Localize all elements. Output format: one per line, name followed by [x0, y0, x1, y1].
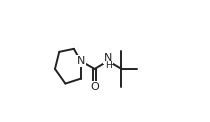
Text: N: N	[76, 56, 85, 66]
Text: H: H	[105, 61, 112, 70]
Text: O: O	[90, 82, 99, 92]
Text: N: N	[104, 53, 112, 63]
